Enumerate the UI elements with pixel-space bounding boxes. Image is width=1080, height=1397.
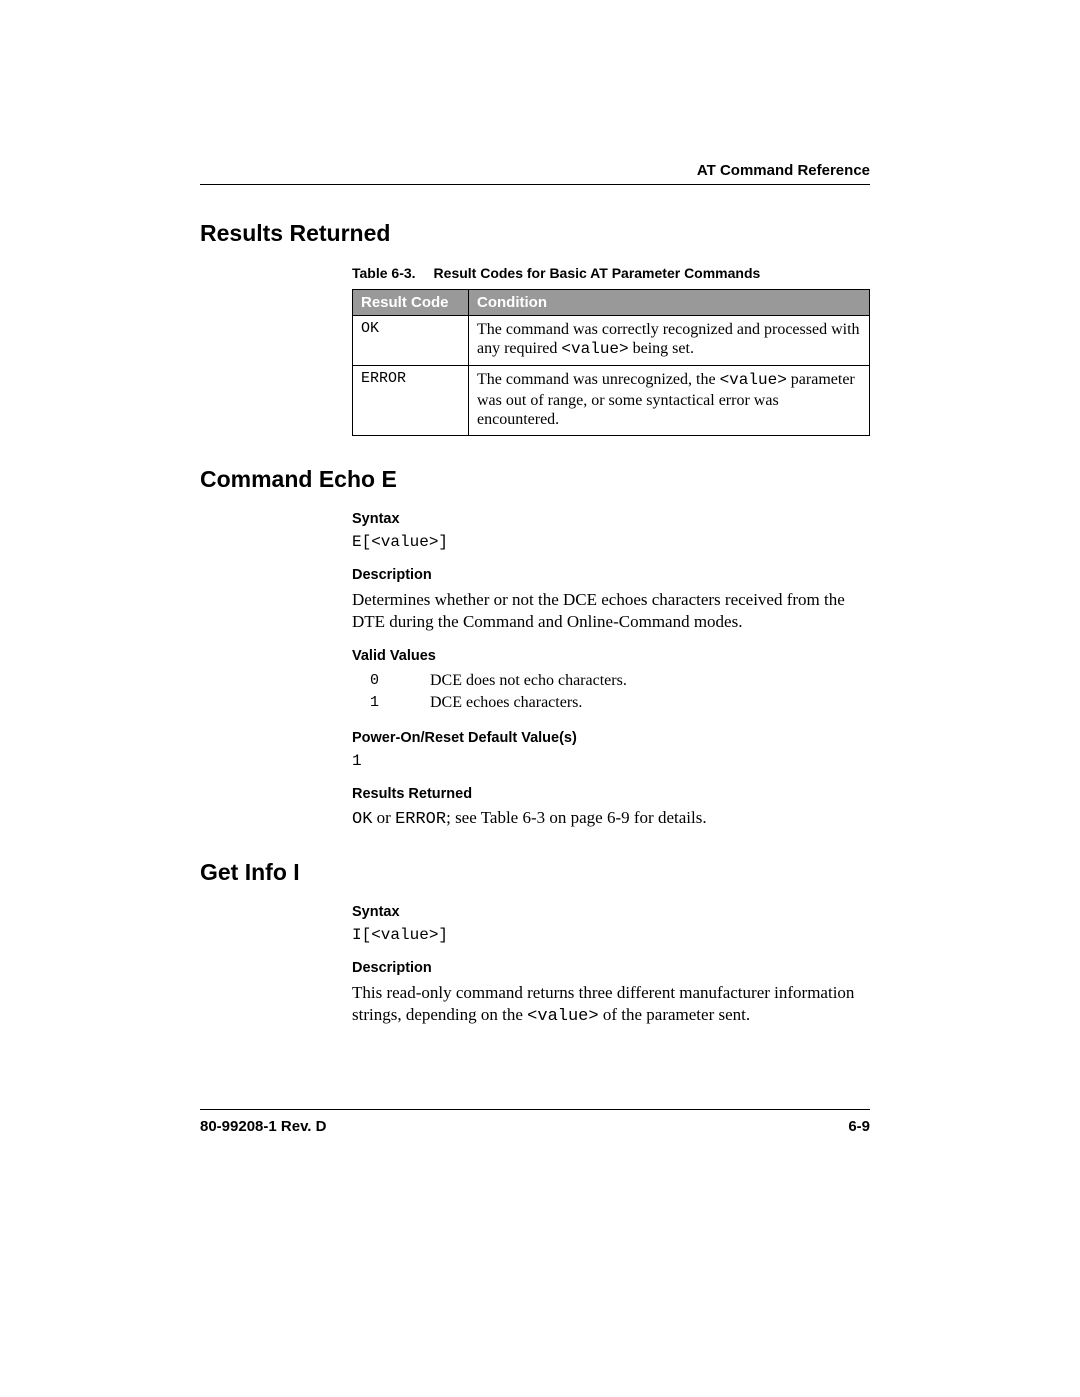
footer-rule <box>200 1109 870 1110</box>
heading-command-echo: Command Echo E <box>200 466 870 493</box>
default-value: 1 <box>352 752 870 770</box>
footer-doc-id: 80-99208-1 Rev. D <box>200 1118 326 1135</box>
label-default: Power-On/Reset Default Value(s) <box>352 730 870 746</box>
mono-text: <value> <box>527 1007 598 1026</box>
vv-desc: DCE does not echo characters. <box>430 670 633 692</box>
cell-code: ERROR <box>353 366 469 436</box>
table-title: Result Codes for Basic AT Parameter Comm… <box>434 265 761 281</box>
table-row: OK The command was correctly recognized … <box>353 316 870 366</box>
description-text: Determines whether or not the DCE echoes… <box>352 589 870 633</box>
table-row: ERROR The command was unrecognized, the … <box>353 366 870 436</box>
running-header: AT Command Reference <box>697 162 870 179</box>
valid-values-table: 0 DCE does not echo characters. 1 DCE ec… <box>370 670 633 714</box>
table-caption: Table 6-3. Result Codes for Basic AT Para… <box>352 265 870 281</box>
label-syntax: Syntax <box>352 511 870 527</box>
footer-page-number: 6-9 <box>848 1118 870 1135</box>
mono-text: OK <box>352 810 372 829</box>
cell-code: OK <box>353 316 469 366</box>
vv-code: 0 <box>370 670 430 692</box>
description-text: This read-only command returns three dif… <box>352 982 870 1028</box>
label-description: Description <box>352 567 870 583</box>
label-valid-values: Valid Values <box>352 648 870 664</box>
plain-text: of the parameter sent. <box>599 1005 751 1024</box>
vv-code: 1 <box>370 692 430 714</box>
cond-mono: <value> <box>720 371 787 389</box>
plain-text: ; see Table 6-3 on page 6-9 for details. <box>446 808 707 827</box>
results-table-block: Table 6-3. Result Codes for Basic AT Para… <box>352 265 870 436</box>
cond-mono: <value> <box>561 340 628 358</box>
cond-text: being set. <box>629 340 694 357</box>
vv-desc: DCE echoes characters. <box>430 692 633 714</box>
results-text: OK or ERROR; see Table 6-3 on page 6-9 f… <box>352 808 870 829</box>
command-echo-block: Syntax E[<value>] Description Determines… <box>352 511 870 830</box>
header-rule <box>200 184 870 185</box>
table-row: 0 DCE does not echo characters. <box>370 670 633 692</box>
plain-text: or <box>372 808 395 827</box>
cond-text: The command was unrecognized, the <box>477 371 720 388</box>
syntax-code: I[<value>] <box>352 926 870 944</box>
heading-get-info: Get Info I <box>200 859 870 886</box>
label-syntax: Syntax <box>352 904 870 920</box>
heading-results-returned: Results Returned <box>200 220 870 247</box>
table-row: 1 DCE echoes characters. <box>370 692 633 714</box>
col-condition: Condition <box>469 290 870 316</box>
cell-condition: The command was correctly recognized and… <box>469 316 870 366</box>
document-page: AT Command Reference Results Returned Ta… <box>0 0 1080 1397</box>
label-results-returned: Results Returned <box>352 786 870 802</box>
cell-condition: The command was unrecognized, the <value… <box>469 366 870 436</box>
mono-text: ERROR <box>395 810 446 829</box>
table-number: Table 6-3. <box>352 265 416 281</box>
table-header-row: Result Code Condition <box>353 290 870 316</box>
result-codes-table: Result Code Condition OK The command was… <box>352 289 870 436</box>
page-content: Results Returned Table 6-3. Result Codes … <box>200 220 870 1032</box>
col-result-code: Result Code <box>353 290 469 316</box>
label-description: Description <box>352 960 870 976</box>
get-info-block: Syntax I[<value>] Description This read-… <box>352 904 870 1028</box>
syntax-code: E[<value>] <box>352 533 870 551</box>
